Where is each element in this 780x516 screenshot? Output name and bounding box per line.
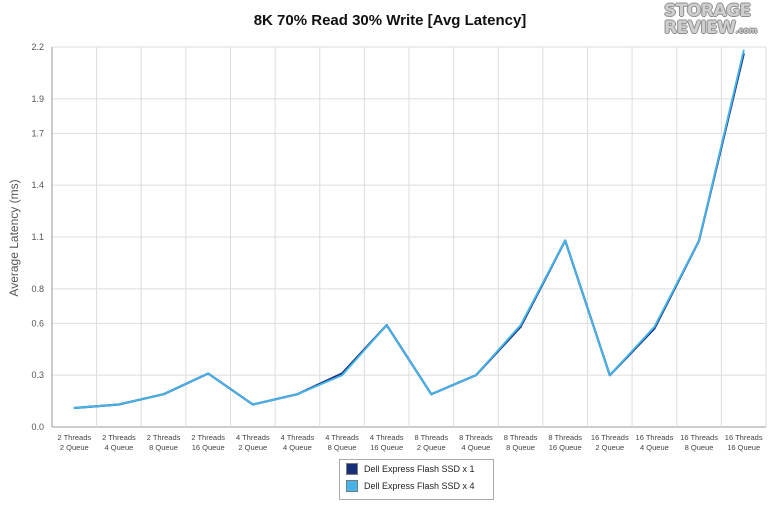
x-tick-label: 8 Threads — [504, 433, 538, 442]
data-point — [341, 374, 343, 377]
data-point — [118, 403, 120, 406]
x-tick-label: 4 Threads — [236, 433, 270, 442]
y-tick-label: 2.2 — [31, 42, 44, 52]
y-tick-label: 0.0 — [31, 422, 44, 432]
logo-suffix: .com — [735, 26, 758, 35]
legend-item-2: Dell Express Flash SSD x 4 — [340, 477, 493, 494]
y-axis-ticks: 0.0 0.3 0.6 0.8 1.1 1.4 1.7 1.9 2.2 — [31, 42, 44, 432]
data-point — [653, 325, 656, 328]
x-tick-label: 2 Threads — [102, 433, 136, 442]
x-tick-label: 16 Queue — [192, 443, 225, 452]
data-point — [742, 49, 745, 52]
legend-swatch — [346, 479, 358, 492]
data-point — [73, 407, 76, 409]
x-tick-label: 8 Threads — [548, 433, 582, 442]
chart-legend: Dell Express Flash SSD x 1 Dell Express F… — [339, 459, 494, 500]
data-point — [430, 393, 433, 396]
legend-item-1: Dell Express Flash SSD x 1 — [340, 460, 493, 477]
y-tick-label: 0.3 — [31, 370, 44, 380]
x-tick-label: 16 Threads — [636, 433, 674, 442]
data-point — [698, 239, 700, 242]
logo-line-1: STORAGE — [664, 1, 751, 21]
chart-series — [73, 49, 745, 410]
y-tick-label: 1.1 — [31, 232, 44, 242]
data-point — [296, 393, 299, 396]
data-point — [385, 324, 388, 326]
data-point — [251, 403, 254, 406]
x-tick-label: 8 Threads — [459, 433, 493, 442]
y-tick-label: 1.9 — [31, 94, 44, 104]
x-tick-label: 4 Threads — [281, 433, 315, 442]
x-tick-label: 8 Threads — [414, 433, 448, 442]
legend-label: Dell Express Flash SSD x 1 — [364, 463, 475, 474]
legend-swatch — [346, 462, 358, 475]
x-tick-label: 4 Queue — [640, 443, 669, 452]
storage-review-logo: STORAGE REVIEW.com — [664, 3, 776, 41]
y-tick-label: 0.8 — [31, 284, 44, 294]
x-tick-label: 16 Threads — [725, 433, 763, 442]
x-tick-label: 2 Queue — [595, 443, 624, 452]
x-tick-label: 8 Queue — [685, 443, 714, 452]
x-tick-label: 8 Queue — [328, 443, 357, 452]
y-tick-label: 0.6 — [31, 318, 44, 328]
data-point — [519, 324, 522, 326]
x-tick-label: 2 Queue — [238, 443, 267, 452]
x-tick-label: 4 Threads — [325, 433, 359, 442]
data-point — [207, 372, 210, 375]
x-tick-label: 2 Queue — [60, 443, 89, 452]
x-tick-label: 4 Queue — [105, 443, 134, 452]
y-axis-label: Average Latency (ms) — [7, 179, 21, 296]
chart-grid — [51, 46, 767, 428]
data-point — [608, 374, 611, 377]
data-point — [564, 239, 567, 242]
data-point — [475, 374, 477, 377]
x-tick-label: 2 Threads — [147, 433, 181, 442]
x-tick-label: 2 Threads — [191, 433, 225, 442]
x-tick-label: 4 Threads — [370, 433, 404, 442]
logo-line-2-text: REVIEW — [664, 18, 736, 38]
x-tick-label: 16 Queue — [370, 443, 403, 452]
series-line-2 — [74, 50, 745, 409]
x-tick-label: 8 Queue — [506, 443, 535, 452]
x-tick-label: 4 Queue — [283, 443, 312, 452]
data-point — [162, 393, 165, 396]
x-tick-label: 2 Queue — [417, 443, 446, 452]
chart-title: 8K 70% Read 30% Write [Avg Latency] — [253, 12, 527, 29]
x-tick-label: 8 Queue — [149, 443, 178, 452]
legend-label: Dell Express Flash SSD x 4 — [364, 480, 475, 491]
logo-line-2: REVIEW.com — [664, 20, 776, 39]
x-tick-label: 2 Threads — [57, 433, 91, 442]
y-tick-label: 1.7 — [31, 128, 44, 138]
x-tick-label: 16 Threads — [591, 433, 629, 442]
x-tick-label: 16 Queue — [727, 443, 760, 452]
x-tick-label: 4 Queue — [462, 443, 491, 452]
x-tick-label: 16 Queue — [549, 443, 582, 452]
y-tick-label: 1.4 — [31, 180, 44, 190]
x-tick-label: 16 Threads — [680, 433, 718, 442]
